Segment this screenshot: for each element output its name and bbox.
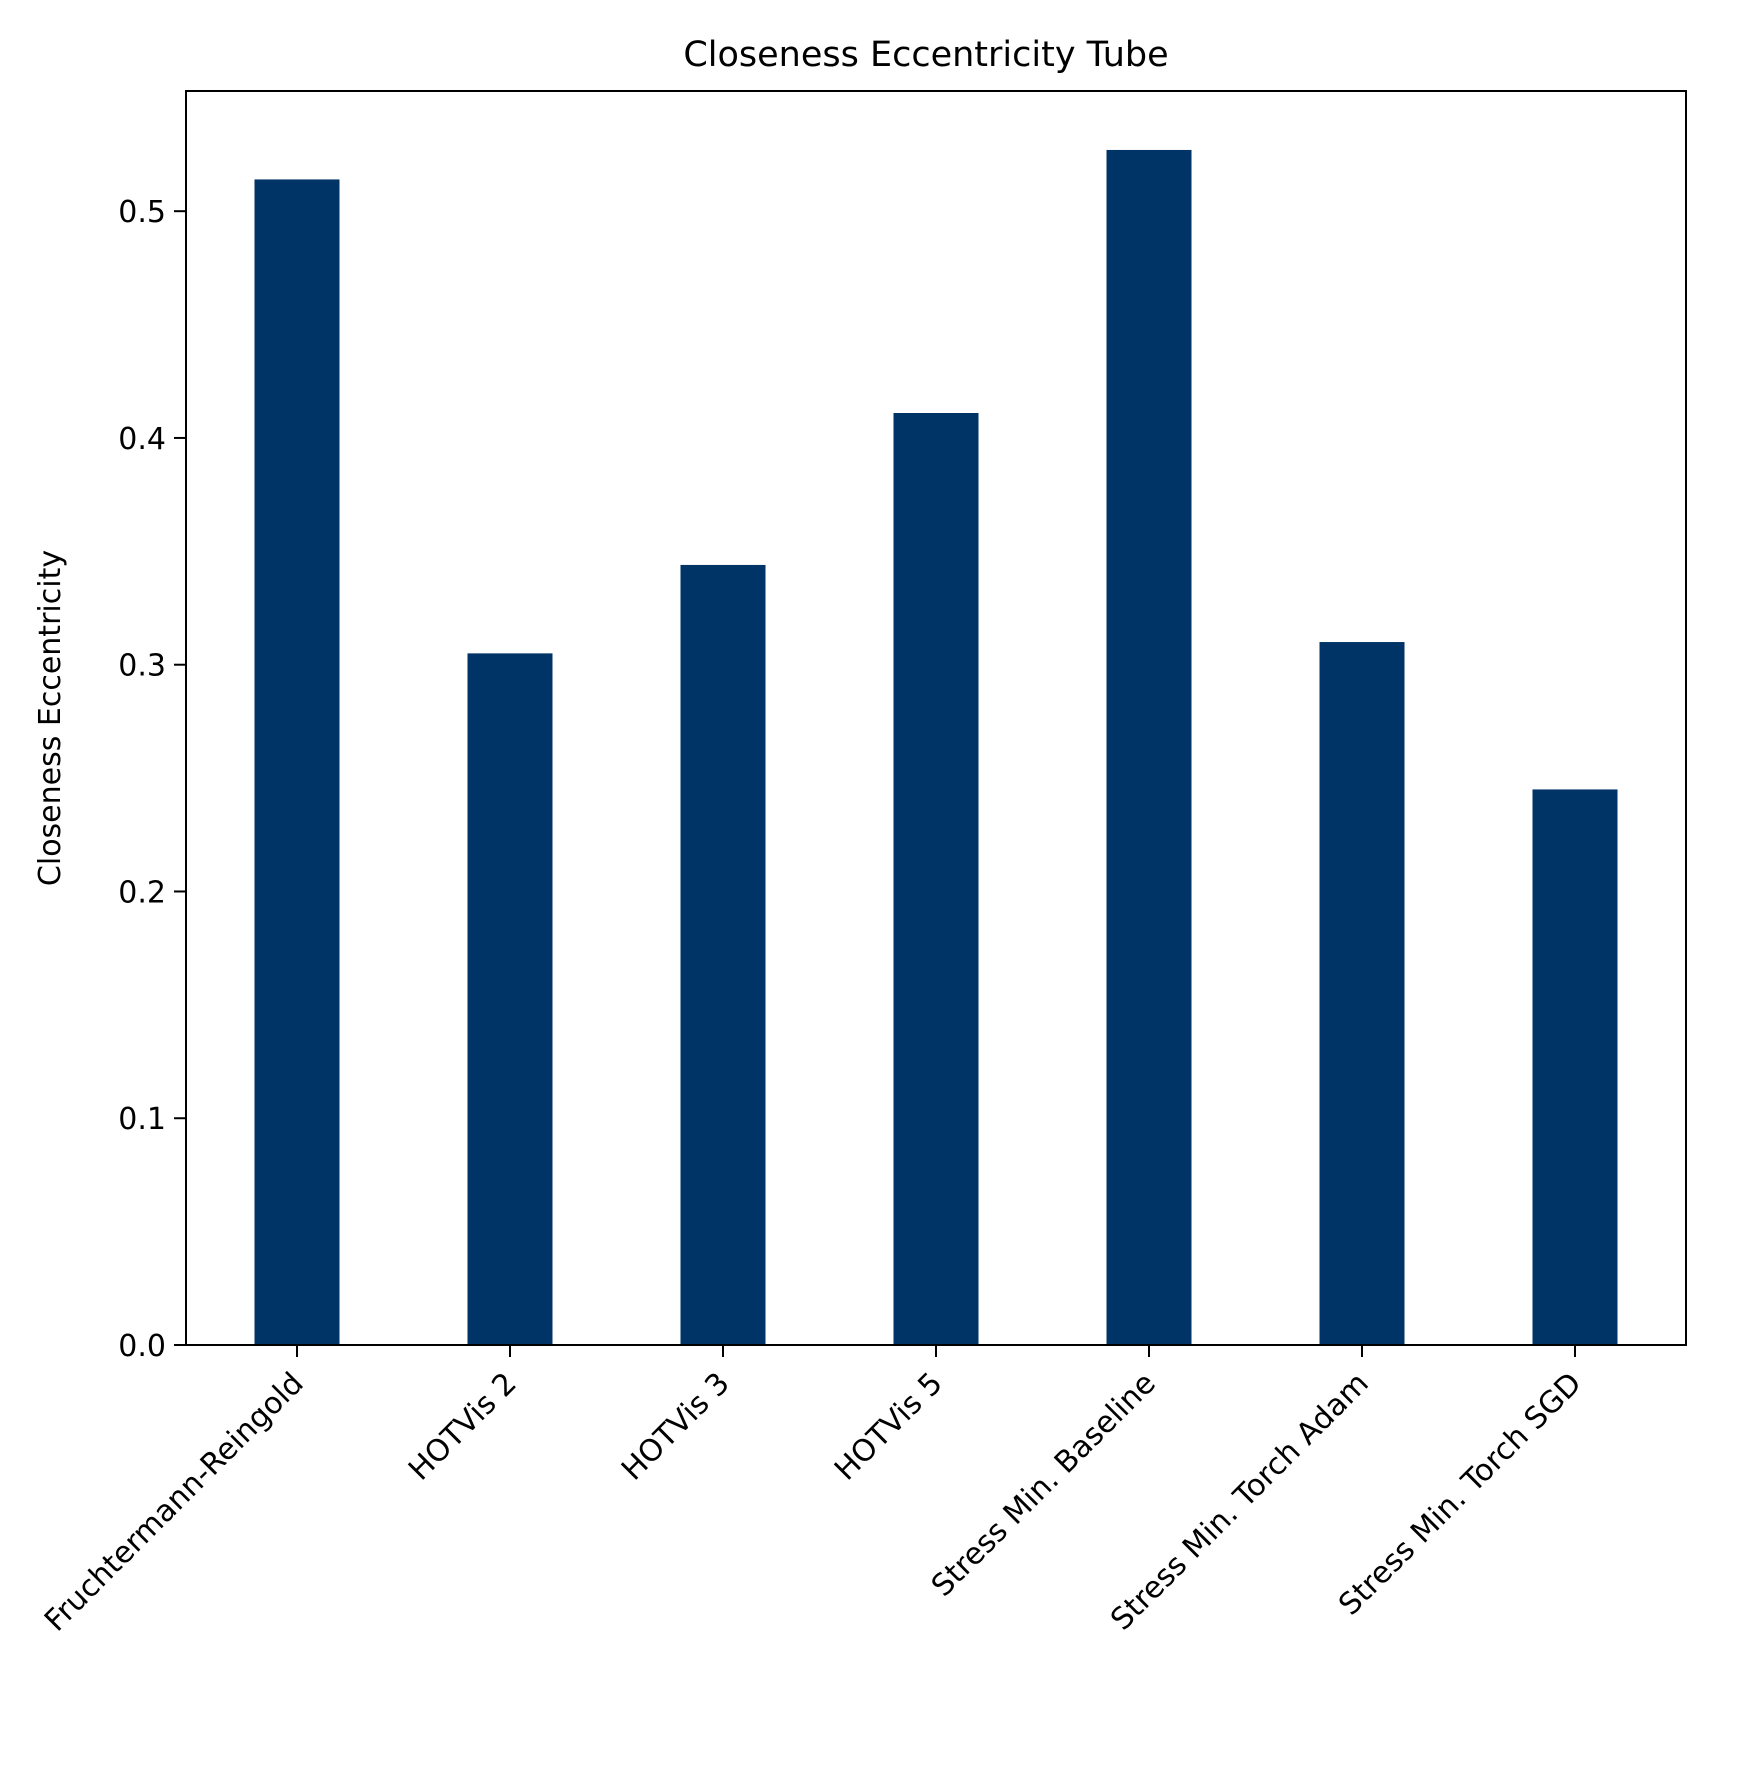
y-tick-label-5: 0.4 bbox=[118, 422, 166, 457]
x-tick-label-7: Stress Min. Torch SGD bbox=[1332, 1366, 1588, 1622]
x-tick-label-3: HOTVis 3 bbox=[615, 1366, 737, 1488]
bar-3 bbox=[680, 564, 766, 1345]
y-tick-label-2: 0.1 bbox=[118, 1102, 166, 1137]
y-axis: 0.0 0.1 0.2 0.3 0.4 0.5 bbox=[118, 195, 186, 1364]
x-tick-label-5: Stress Min. Baseline bbox=[925, 1366, 1163, 1604]
x-tick-label-2: HOTVis 2 bbox=[402, 1366, 524, 1488]
bar-6 bbox=[1319, 642, 1405, 1345]
x-tick-label-1: Fruchtermann-Reingold bbox=[38, 1366, 311, 1639]
bar-4 bbox=[893, 413, 979, 1345]
x-tick-label-4: HOTVis 5 bbox=[828, 1366, 950, 1488]
y-tick-label-3: 0.2 bbox=[118, 875, 166, 910]
x-axis: Fruchtermann-Reingold HOTVis 2 HOTVis 3 HOT… bbox=[38, 1345, 1589, 1638]
y-tick-label-4: 0.3 bbox=[118, 649, 166, 684]
chart-title: Closeness Eccentricity Tube bbox=[683, 35, 1168, 75]
y-tick-label-6: 0.5 bbox=[118, 195, 166, 230]
bar-1 bbox=[254, 179, 340, 1345]
bar-2 bbox=[467, 653, 553, 1345]
y-axis-label: Closeness Eccentricity bbox=[33, 550, 68, 886]
plot-frame bbox=[185, 90, 1687, 1346]
bar-5 bbox=[1106, 149, 1192, 1346]
bars-group bbox=[254, 149, 1618, 1346]
y-tick-label-1: 0.0 bbox=[118, 1329, 166, 1364]
bar-7 bbox=[1532, 789, 1618, 1345]
